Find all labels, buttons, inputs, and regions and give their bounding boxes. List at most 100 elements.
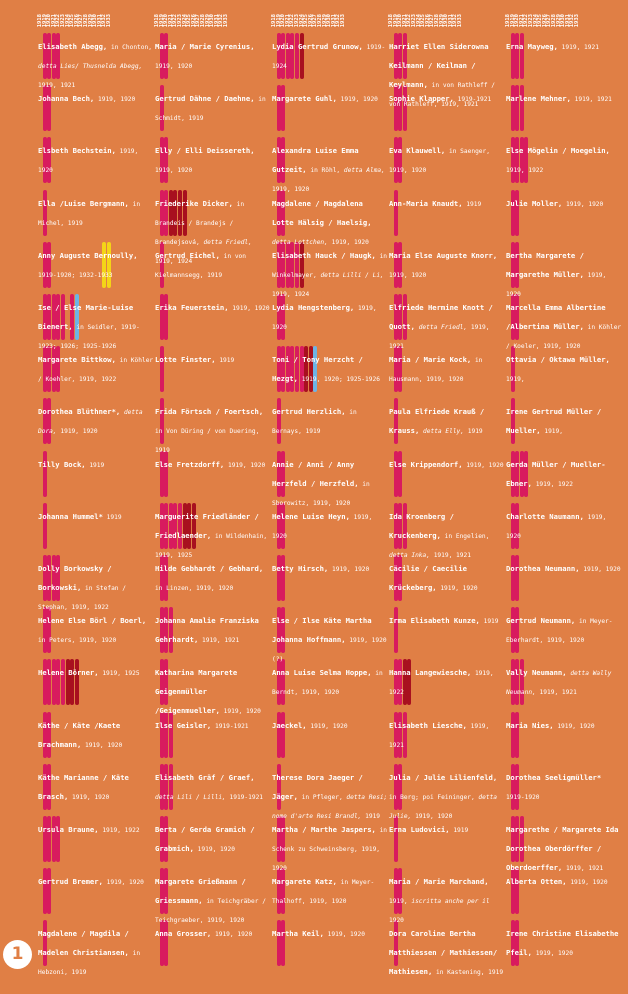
student-detail: in Berndt, 1919, 1920 <box>272 670 383 697</box>
student-text: Frida Förtsch / Foertsch, in Von Düring … <box>155 398 271 456</box>
student-text: Margarethe / Margarete Ida Dorothea Ober… <box>506 816 622 874</box>
year-bar <box>393 294 398 340</box>
student-detail: 1919, 1920 <box>211 931 253 939</box>
enrollment-bars <box>389 294 505 340</box>
student-detail: 1919 <box>479 618 499 626</box>
student-name: Margarete Grießmann / Griessmann, <box>155 877 246 906</box>
student-detail: 1919-1921 <box>211 722 249 730</box>
year-bar <box>393 555 398 601</box>
student-name: Ise / Else Marie-Luise Bienert, <box>38 303 134 331</box>
student-entry: Dorothea Blüthner*, detta Dora, 1919, 19… <box>38 398 154 450</box>
student-name: Berta / Gerda Gramich / Grabmich, <box>155 825 255 853</box>
student-entry: Betty Hirsch, 1919, 1920 <box>272 555 388 607</box>
student-detail: 1919, 1921 <box>557 44 599 51</box>
student-detail: in Köhler / Koehler, 1919, 1922 <box>38 357 154 384</box>
student-entry: Margarete Guhl, 1919, 1920 <box>272 85 388 137</box>
student-detail: 1919, 1920 <box>562 200 604 208</box>
student-detail: in Meyer-Eberhardt, 1919, 1920 <box>506 618 613 645</box>
enrollment-bars <box>506 711 622 758</box>
year-bar <box>393 450 398 497</box>
year-bar <box>56 816 61 862</box>
student-detail: in Kastening, 1919 <box>432 969 504 977</box>
enrollment-bars <box>506 241 622 288</box>
year-bar <box>47 868 52 915</box>
year-bar <box>281 502 286 549</box>
student-name: Lydia Gertrud Grunow, <box>272 42 363 51</box>
year-bar <box>47 398 52 445</box>
enrollment-bars <box>38 711 154 758</box>
student-name: Anna Luise Selma Hoppe, <box>272 668 372 678</box>
student-entry: Helene Börner, 1919, 1925 <box>38 659 154 711</box>
enrollment-bars <box>155 763 271 810</box>
student-name: Else Fretzdorff, <box>155 459 225 469</box>
enrollment-bars <box>155 33 271 79</box>
enrollment-bars <box>272 868 388 915</box>
student-detail: detta Lottchen, 1919, 1920 <box>272 238 369 246</box>
year-bar <box>510 398 515 445</box>
year-bar <box>398 555 403 601</box>
student-text: Ann-Maria Knaudt, 1919 <box>389 190 505 210</box>
student-name: Ida Kroenberg / Kruckenberg, <box>389 511 454 540</box>
student-name: Alexandra Luise Emma Gutzeit, <box>272 146 359 175</box>
student-detail: 1919 <box>462 200 482 208</box>
student-name: Martha Keil, <box>272 929 324 939</box>
student-name: Dorothea Neumann, <box>506 564 580 573</box>
student-entry: Marlene Mehner, 1919, 1921 <box>506 85 622 137</box>
enrollment-bars <box>272 711 388 758</box>
year-bar <box>159 294 164 340</box>
student-entry: Dorothea Seeligmüller* 1919-1920 <box>506 763 622 816</box>
student-name: Vally Neumann, <box>506 668 567 678</box>
student-text: Lotte Finster, 1919 <box>155 346 271 366</box>
student-entry: Johanna Amalie Franziska Gehrhardt, 1919… <box>155 607 271 659</box>
year-bar <box>65 659 70 706</box>
student-entry: Helene Luise Heyn, 1919, 1920 <box>272 502 388 555</box>
student-text: Maria Else Auguste Knorr, 1919, 1920 <box>389 242 505 281</box>
student-name: Elly / Elli Deissereth, <box>155 146 255 156</box>
year-bar <box>393 189 398 236</box>
enrollment-bars <box>155 555 271 601</box>
year-bar <box>173 502 178 549</box>
enrollment-bars <box>389 920 505 967</box>
student-name: Elisabeth Liesche, <box>389 720 467 730</box>
column-4: 1918 1919 1920 1921 1922 1923 1924 1925 1926 1927… <box>388 0 505 994</box>
year-bar <box>519 33 524 79</box>
student-name: Betty Hirsch, <box>272 564 329 573</box>
year-bar <box>281 189 286 236</box>
student-detail: detta Dora, 1919, 1920 <box>38 409 143 436</box>
student-entry: Paula Elfriede Krauß / Krauss, detta Ell… <box>389 398 505 450</box>
student-entry: Else Krippendorf, 1919, 1920 <box>389 450 505 503</box>
student-text: Irene Christine Elisabethe Pfeil, 1919, … <box>506 920 622 959</box>
student-detail: 1919, 1920 <box>228 305 270 312</box>
year-bar <box>393 241 398 288</box>
year-bar <box>515 816 520 862</box>
student-entry: Jaeckel, 1919, 1920 <box>272 711 388 764</box>
year-bar <box>51 294 56 340</box>
enrollment-bars <box>155 398 271 445</box>
year-bar <box>47 607 52 654</box>
enrollment-bars <box>272 763 388 810</box>
year-bar <box>159 33 164 79</box>
enrollment-bars <box>155 816 271 862</box>
year-bar <box>402 711 407 758</box>
enrollment-bars <box>38 33 154 79</box>
column-2: 1918 1919 1920 1921 1922 1923 1924 1925 1926 1927… <box>154 0 271 994</box>
student-entry: Irene Gertrud Müller / Mueller, 1919, <box>506 398 622 450</box>
student-text: Marcella Emma Albertine /Albertina Mülle… <box>506 294 622 352</box>
student-name: Alberta Otten, <box>506 877 567 887</box>
student-entry: Eva Klauwell, in Saenger, 1919, 1920 <box>389 137 505 189</box>
student-detail: in Hausmann, 1919, 1920 <box>389 357 483 384</box>
year-bar <box>281 85 286 132</box>
student-entry: Ottavia / Oktawa Müller, 1919, <box>506 346 622 398</box>
year-bar <box>164 450 169 497</box>
student-text: Martha Keil, 1919, 1920 <box>272 920 388 940</box>
enrollment-bars <box>506 85 622 132</box>
year-bar <box>510 607 515 654</box>
year-bar <box>398 659 403 706</box>
year-bar <box>42 33 47 79</box>
enrollment-bars <box>155 346 271 393</box>
year-bar <box>42 189 47 236</box>
year-bar <box>295 33 299 79</box>
student-name: Elfriede Hermine Knott / Quott, <box>389 303 493 331</box>
year-bar <box>281 33 286 79</box>
student-entry: Martha Keil, 1919, 1920 <box>272 920 388 972</box>
